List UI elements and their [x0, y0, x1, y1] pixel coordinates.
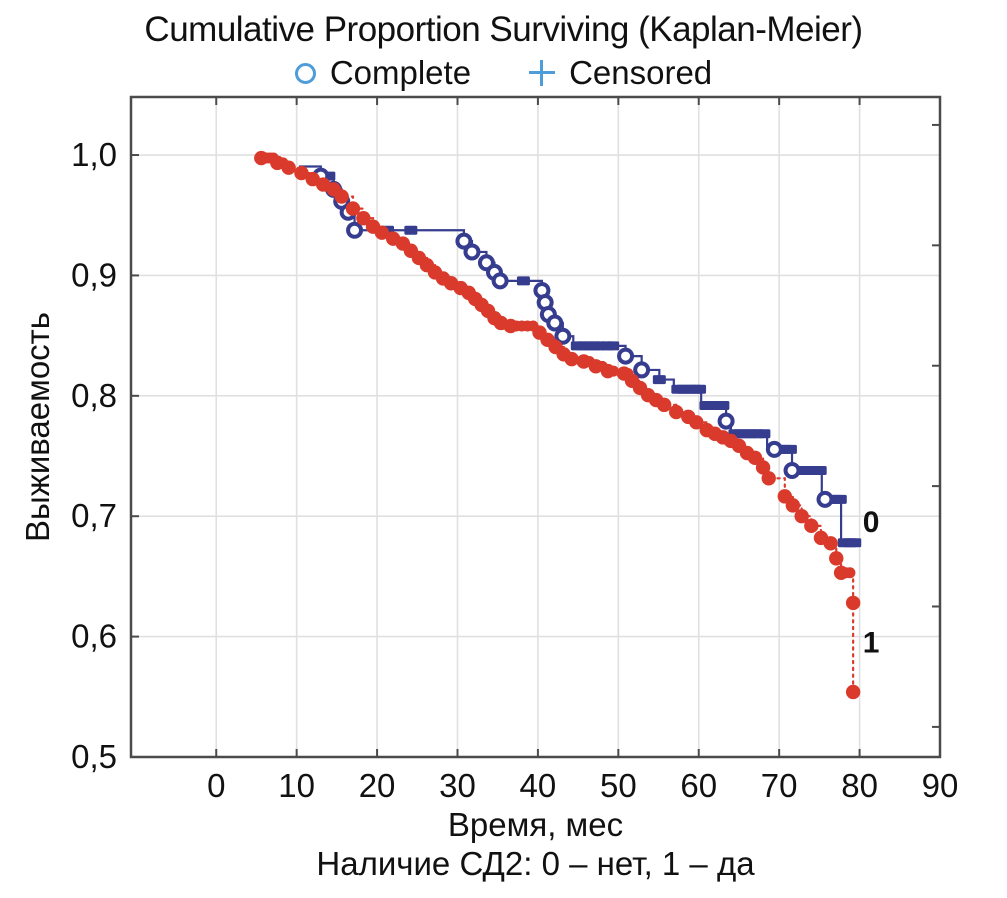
y-tick-label: 0,7 — [71, 497, 117, 534]
complete-mark — [491, 272, 509, 290]
x-tick-label: 20 — [359, 767, 396, 804]
end-label-group-0: 0 — [863, 506, 880, 539]
complete-mark — [503, 318, 518, 334]
plus-icon — [529, 60, 556, 86]
x-tick-label: 10 — [278, 767, 315, 804]
gridlines — [131, 97, 941, 757]
complete-mark — [717, 412, 735, 430]
x-tick-label: 70 — [761, 767, 798, 804]
censored-mark — [716, 400, 730, 410]
legend-item-censored: Censored — [529, 54, 712, 92]
complete-mark — [270, 155, 285, 171]
complete-mark — [281, 160, 296, 175]
censored-mark — [813, 465, 827, 475]
complete-mark — [785, 498, 801, 513]
y-tick-label: 0,9 — [71, 256, 117, 293]
curve-end-labels: 01 — [863, 506, 880, 659]
complete-mark — [554, 327, 572, 345]
complete-mark — [833, 565, 849, 580]
complete-mark — [747, 450, 763, 466]
complete-mark — [794, 509, 809, 524]
censored-mark — [516, 276, 530, 286]
complete-mark — [617, 347, 635, 365]
grouping-footnote: Наличие СД2: 0 – нет, 1 – да — [316, 845, 755, 882]
x-tick-label: 60 — [680, 767, 717, 804]
complete-mark — [334, 189, 349, 204]
censored-mark — [783, 444, 797, 454]
frame-rect — [129, 95, 942, 759]
survival-curves — [254, 150, 862, 700]
x-tick-label: 90 — [922, 767, 959, 804]
complete-mark — [845, 684, 861, 700]
complete-mark — [765, 440, 783, 458]
complete-mark — [829, 551, 844, 566]
survival-curve-1 — [260, 156, 855, 694]
censored-mark — [652, 375, 666, 385]
plot-frame — [129, 95, 942, 759]
complete-mark — [346, 221, 364, 239]
censored-mark — [848, 538, 862, 548]
chart-title: Cumulative Proportion Surviving (Kaplan-… — [144, 10, 863, 49]
complete-mark — [345, 201, 361, 216]
censored-mark — [757, 429, 771, 439]
complete-mark — [564, 351, 579, 367]
complete-mark — [576, 354, 591, 369]
complete-mark — [356, 211, 371, 226]
complete-mark — [254, 150, 269, 166]
x-tick-label: 30 — [439, 767, 476, 804]
complete-mark — [804, 518, 819, 534]
complete-mark — [546, 314, 564, 332]
axis-tick-labels: 0 10 20 30 40 50 60 70 80 901,00,90,80,70,60,5 — [71, 136, 958, 804]
complete-mark — [600, 363, 616, 379]
censored-mark — [404, 225, 418, 235]
complete-mark — [755, 460, 771, 475]
x-tick-label: 50 — [600, 767, 637, 804]
open-circle-icon — [294, 62, 316, 84]
legend-item-complete: Complete — [294, 54, 472, 92]
y-tick-label: 0,8 — [71, 377, 117, 414]
complete-mark — [374, 225, 390, 240]
complete-mark — [816, 490, 834, 508]
complete-mark — [845, 595, 861, 611]
complete-mark — [783, 461, 801, 479]
y-tick-label: 0,6 — [71, 618, 117, 655]
x-tick-label: 0 — [207, 767, 225, 804]
y-tick-label: 1,0 — [71, 136, 117, 173]
axis-ticks — [131, 97, 941, 758]
complete-mark — [633, 361, 651, 379]
complete-mark — [689, 415, 704, 430]
survival-curve-0 — [299, 165, 857, 544]
censored-mark — [606, 341, 620, 351]
complete-mark — [823, 536, 838, 551]
complete-mark — [761, 471, 776, 486]
complete-mark — [656, 397, 672, 413]
legend: Complete Censored — [0, 54, 1007, 92]
complete-mark — [669, 404, 684, 420]
complete-mark — [455, 232, 473, 250]
legend-label-censored: Censored — [569, 54, 713, 91]
y-tick-label: 0,5 — [71, 738, 117, 775]
complete-mark — [588, 359, 604, 374]
x-tick-label: 80 — [841, 767, 878, 804]
censored-mark — [693, 384, 707, 394]
complete-mark — [294, 165, 309, 181]
x-tick-label: 40 — [520, 767, 557, 804]
legend-label-complete: Complete — [329, 54, 472, 91]
censored-mark — [833, 494, 847, 504]
end-label-group-1: 1 — [863, 627, 880, 660]
x-axis-title: Время, мес — [447, 806, 624, 843]
complete-mark — [463, 243, 481, 261]
